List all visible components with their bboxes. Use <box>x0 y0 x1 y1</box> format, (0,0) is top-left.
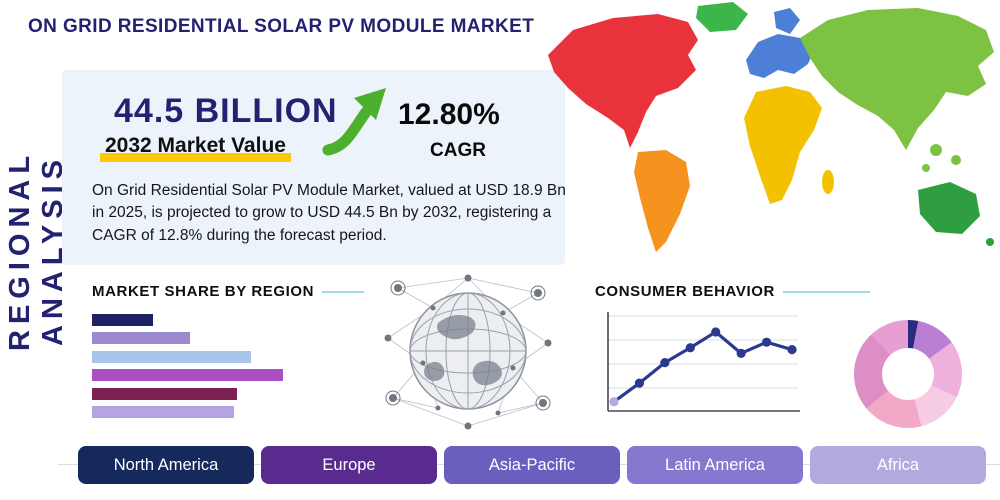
section-underline <box>782 290 870 293</box>
bar-1 <box>92 314 154 326</box>
region-button-label: Latin America <box>665 455 765 474</box>
world-map <box>548 2 994 252</box>
consumer-behavior-title-text: CONSUMER BEHAVIOR <box>595 283 775 300</box>
market-share-section-title: MARKET SHARE BY REGION <box>92 283 364 300</box>
region-button-africa[interactable]: Africa <box>810 446 986 484</box>
section-underline <box>322 290 364 293</box>
market-value-caption: 2032 Market Value <box>100 134 291 165</box>
cagr-label: CAGR <box>430 140 486 161</box>
region-button-latin-america[interactable]: Latin America <box>627 446 803 484</box>
continent-south-america <box>634 150 690 252</box>
bar-4 <box>92 369 284 382</box>
island-new-zealand <box>986 238 994 246</box>
continent-africa <box>744 86 822 204</box>
regional-share-donut-chart <box>854 320 962 428</box>
continent-greenland <box>696 2 748 32</box>
continent-north-america <box>548 14 698 148</box>
bar-2 <box>92 332 190 345</box>
region-button-label: Asia-Pacific <box>488 455 576 474</box>
island-southeast-asia-2 <box>951 155 961 165</box>
continent-europe <box>746 34 814 78</box>
island-southeast-asia-3 <box>922 164 930 172</box>
page-title: ON GRID RESIDENTIAL SOLAR PV MODULE MARK… <box>28 16 535 37</box>
stats-panel <box>62 70 565 265</box>
consumer-behavior-section-title: CONSUMER BEHAVIOR <box>595 283 870 300</box>
bar-5 <box>92 387 237 400</box>
globe-network-graphic <box>384 274 552 430</box>
growth-arrow-icon <box>322 88 386 156</box>
market-share-title-text: MARKET SHARE BY REGION <box>92 283 315 300</box>
bar-6 <box>92 405 235 418</box>
market-share-bar-chart <box>92 314 337 418</box>
market-description: On Grid Residential Solar PV Module Mark… <box>92 182 566 244</box>
region-button-asia-pacific[interactable]: Asia-Pacific <box>444 446 620 484</box>
cagr-value: 12.80% <box>398 98 500 131</box>
market-value-2032: 44.5 BILLION <box>114 92 338 130</box>
island-madagascar <box>822 170 834 194</box>
region-button-label: North America <box>113 455 219 474</box>
continent-australia <box>918 182 980 234</box>
region-button-label: Africa <box>876 455 920 474</box>
region-button-europe[interactable]: Europe <box>261 446 437 484</box>
island-southeast-asia-1 <box>930 144 942 156</box>
consumer-behavior-line-chart <box>598 308 803 420</box>
continent-europe-scandinavia <box>774 8 800 34</box>
bar-3 <box>92 350 252 363</box>
region-button-north-america[interactable]: North America <box>78 446 254 484</box>
regional-analysis-vertical-label: REGIONAL ANALYSIS <box>4 149 69 352</box>
continent-asia <box>800 8 994 150</box>
region-button-label: Europe <box>322 455 376 474</box>
